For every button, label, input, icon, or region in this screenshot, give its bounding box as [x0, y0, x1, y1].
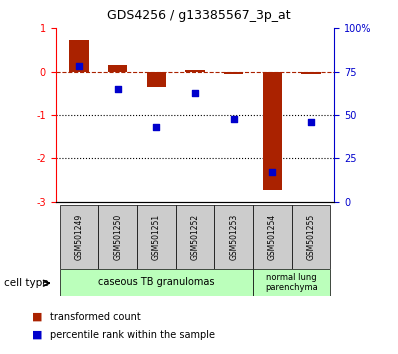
Text: ■: ■	[32, 312, 42, 322]
Point	[153, 124, 160, 130]
Text: GSM501253: GSM501253	[229, 214, 238, 260]
Bar	[60, 205, 98, 269]
Text: GSM501254: GSM501254	[268, 214, 277, 260]
Bar	[60, 269, 253, 296]
Text: transformed count: transformed count	[50, 312, 140, 322]
Bar	[98, 205, 137, 269]
Point	[269, 170, 275, 175]
Bar	[253, 269, 330, 296]
Text: GSM501251: GSM501251	[152, 214, 161, 260]
Text: ■: ■	[32, 330, 42, 339]
Text: GSM501252: GSM501252	[191, 214, 199, 260]
Text: GDS4256 / g13385567_3p_at: GDS4256 / g13385567_3p_at	[107, 9, 291, 22]
Bar	[263, 72, 282, 190]
Bar	[137, 205, 176, 269]
Bar	[292, 205, 330, 269]
Bar	[224, 72, 244, 74]
Bar	[253, 205, 292, 269]
Bar	[146, 72, 166, 87]
Text: cell type: cell type	[4, 278, 49, 288]
Text: caseous TB granulomas: caseous TB granulomas	[98, 277, 215, 287]
Bar	[215, 205, 253, 269]
Bar	[185, 69, 205, 72]
Text: GSM501249: GSM501249	[74, 214, 84, 260]
Bar	[176, 205, 215, 269]
Text: GSM501250: GSM501250	[113, 214, 122, 260]
Text: normal lung
parenchyma: normal lung parenchyma	[265, 273, 318, 292]
Point	[76, 64, 82, 69]
Text: percentile rank within the sample: percentile rank within the sample	[50, 330, 215, 339]
Text: GSM501255: GSM501255	[306, 214, 316, 260]
Bar	[108, 65, 127, 72]
Point	[192, 90, 198, 95]
Point	[115, 86, 121, 92]
Bar	[69, 40, 89, 72]
Point	[308, 119, 314, 125]
Bar	[301, 72, 321, 74]
Point	[230, 116, 237, 121]
